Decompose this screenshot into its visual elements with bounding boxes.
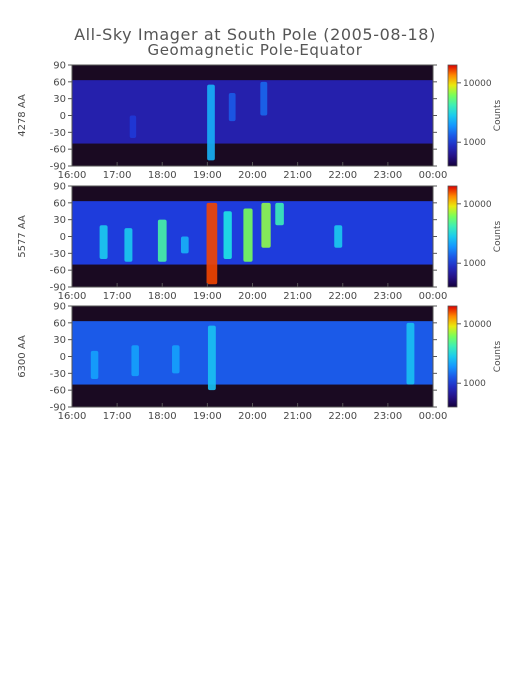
heatmap-feature	[172, 345, 180, 374]
y-tick-label: 90	[53, 182, 66, 193]
x-tick-label: 00:00	[419, 170, 448, 181]
x-tick-label: 16:00	[58, 170, 87, 181]
y-tick-label: -60	[50, 145, 66, 156]
x-tick-label: 23:00	[373, 411, 402, 422]
heatmap-feature	[129, 115, 137, 138]
y-tick-label: -30	[50, 369, 66, 380]
colorbar-tick-label: 1000	[463, 138, 486, 148]
y-tick-label: 0	[60, 352, 66, 363]
colorbar-tick-label: 1000	[463, 379, 486, 389]
x-tick-label: 17:00	[103, 411, 132, 422]
y-tick-label: 30	[53, 335, 66, 346]
heatmap-feature	[228, 93, 236, 122]
x-tick-label: 17:00	[103, 291, 132, 302]
colorbar-label: Counts	[493, 340, 503, 372]
heatmap-feature	[90, 350, 99, 379]
y-axis-label: 5577 AA	[17, 215, 28, 258]
chart-subtitle: Geomagnetic Pole-Equator	[147, 41, 363, 59]
x-tick-label: 19:00	[193, 291, 222, 302]
x-tick-label: 21:00	[283, 170, 312, 181]
x-tick-label: 18:00	[148, 291, 177, 302]
heatmap-feature	[99, 225, 108, 259]
x-tick-label: 22:00	[328, 170, 357, 181]
y-tick-label: 90	[53, 302, 66, 313]
heatmap-feature	[261, 202, 271, 248]
x-tick-label: 00:00	[419, 411, 448, 422]
x-tick-label: 22:00	[328, 291, 357, 302]
heatmap-band	[72, 80, 433, 144]
y-tick-label: 0	[60, 232, 66, 243]
y-axis-label: 6300 AA	[17, 335, 28, 378]
heatmap-feature	[131, 345, 139, 377]
x-tick-label: 00:00	[419, 291, 448, 302]
x-tick-label: 23:00	[373, 291, 402, 302]
x-tick-label: 23:00	[373, 170, 402, 181]
y-tick-label: -90	[50, 403, 66, 414]
y-tick-label: -90	[50, 162, 66, 173]
heatmap-band	[72, 321, 433, 385]
y-tick-label: -60	[50, 266, 66, 277]
heatmap-feature	[180, 236, 189, 254]
y-tick-label: 30	[53, 94, 66, 105]
colorbar-label: Counts	[493, 99, 503, 131]
y-tick-label: 90	[53, 61, 66, 72]
heatmap-feature	[334, 225, 343, 248]
heatmap-feature	[260, 81, 268, 116]
heatmap-feature	[275, 202, 284, 226]
colorbar-label: Counts	[493, 220, 503, 252]
colorbar	[447, 185, 458, 288]
x-tick-label: 18:00	[148, 170, 177, 181]
heatmap-feature	[207, 325, 216, 391]
colorbar-tick-label: 10000	[463, 200, 492, 210]
x-tick-label: 16:00	[58, 411, 87, 422]
y-tick-label: -30	[50, 128, 66, 139]
x-tick-label: 19:00	[193, 411, 222, 422]
colorbar-tick-label: 1000	[463, 259, 486, 269]
y-tick-label: -60	[50, 386, 66, 397]
y-tick-label: 60	[53, 198, 66, 209]
y-tick-label: -90	[50, 283, 66, 294]
x-tick-label: 22:00	[328, 411, 357, 422]
x-tick-label: 21:00	[283, 411, 312, 422]
x-tick-label: 18:00	[148, 411, 177, 422]
x-tick-label: 20:00	[238, 291, 267, 302]
heatmap-feature	[124, 228, 133, 262]
y-tick-label: -30	[50, 249, 66, 260]
heatmap-feature	[157, 219, 167, 262]
x-tick-label: 20:00	[238, 411, 267, 422]
heatmap-feature	[207, 84, 215, 161]
heatmap-feature	[206, 202, 218, 285]
y-axis-label: 4278 AA	[17, 94, 28, 137]
y-tick-label: 60	[53, 318, 66, 329]
x-tick-label: 20:00	[238, 170, 267, 181]
heatmap-feature	[243, 208, 253, 262]
heatmap-feature	[223, 211, 232, 259]
colorbar	[447, 64, 458, 167]
heatmap-feature	[406, 322, 415, 385]
colorbar-tick-label: 10000	[463, 320, 492, 330]
colorbar	[447, 305, 458, 408]
y-tick-label: 60	[53, 77, 66, 88]
y-tick-label: 0	[60, 111, 66, 122]
colorbar-tick-label: 10000	[463, 79, 492, 89]
chart-title: All-Sky Imager at South Pole (2005-08-18…	[74, 25, 436, 44]
x-tick-label: 17:00	[103, 170, 132, 181]
x-tick-label: 21:00	[283, 291, 312, 302]
x-tick-label: 19:00	[193, 170, 222, 181]
x-tick-label: 16:00	[58, 291, 87, 302]
y-tick-label: 30	[53, 215, 66, 226]
